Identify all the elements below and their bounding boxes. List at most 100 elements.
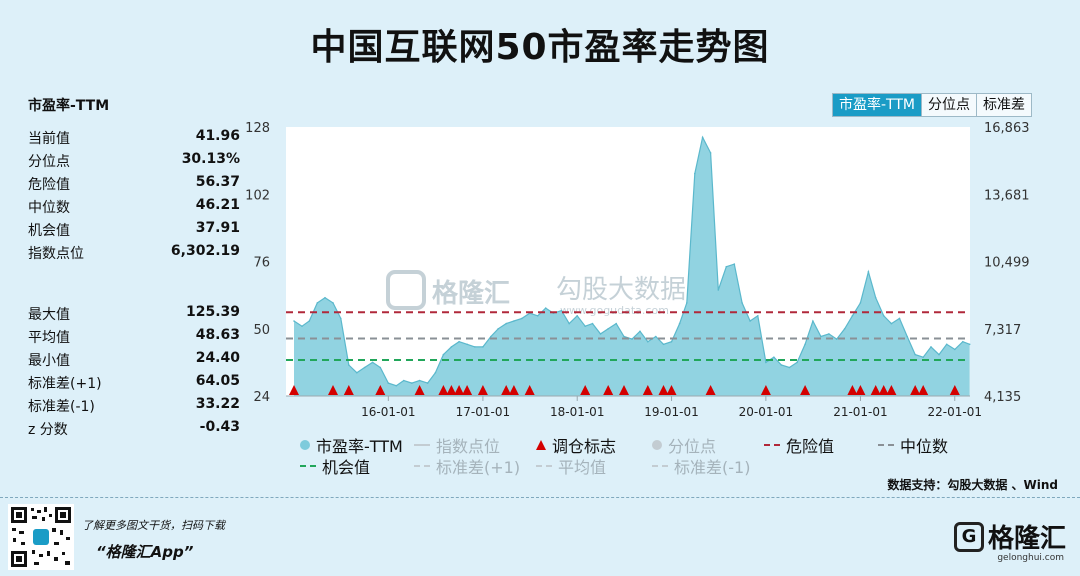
legend-item[interactable]: 调仓标志 [536, 437, 616, 456]
y2-tick-label: 4,135 [984, 390, 1021, 405]
stat-row: 分位点 30.13% [28, 151, 240, 173]
stat-row: 危险值 56.37 [28, 174, 240, 196]
chart-title: 中国互联网50市盈率走势图 [310, 27, 770, 68]
stat-value: 41.96 [195, 128, 240, 144]
legend-item[interactable]: 平均值 [536, 458, 606, 477]
rebalance-marker [878, 385, 889, 395]
legend-item[interactable]: 机会值 [300, 458, 370, 477]
pe-point [576, 315, 578, 317]
pe-point [513, 320, 515, 322]
pe-point [348, 364, 350, 366]
watermark-brand: 格隆汇 [432, 278, 510, 309]
pe-point [536, 315, 539, 317]
stat-row: 当前值 41.96 [28, 128, 240, 150]
stat-value: 37.91 [195, 220, 240, 236]
pe-point [906, 335, 908, 338]
legend-label: 标准差(+1) [436, 458, 521, 477]
pe-point [882, 315, 885, 317]
stat-label: z 分数 [28, 422, 68, 438]
stat-label: 分位点 [28, 154, 70, 170]
pe-point [356, 371, 358, 374]
pe-point [316, 302, 319, 304]
pe-point [749, 320, 751, 322]
rebalance-marker [642, 385, 653, 395]
footer-divider [0, 497, 1080, 498]
legend-item[interactable]: 市盈率-TTM [300, 437, 403, 456]
pe-point [584, 325, 586, 328]
rebalance-marker [870, 385, 881, 395]
stat-label: 最大值 [28, 307, 70, 323]
legend-dash-icon [414, 465, 430, 467]
pe-point [804, 343, 806, 346]
stat-value: 30.13% [181, 151, 240, 167]
x-tick-label: 22-01-01 [928, 405, 982, 419]
legend-label: 中位数 [900, 437, 949, 456]
qr-code[interactable] [8, 504, 74, 570]
pe-point [962, 340, 964, 343]
rebalance-marker [619, 385, 629, 395]
pe-point [867, 271, 870, 273]
pe-point [843, 328, 846, 330]
stat-row: 标准差(-1) 33.22 [28, 396, 240, 418]
pe-point [765, 361, 767, 364]
rebalance-marker [918, 385, 929, 395]
pe-point [371, 361, 374, 364]
legend-item[interactable]: 中位数 [878, 437, 948, 456]
legend-label: 分位点 [668, 437, 717, 456]
pe-point [835, 338, 838, 340]
pe-point [930, 346, 932, 348]
stat-row: 标准差(+1) 64.05 [28, 373, 240, 395]
tab-percentile[interactable]: 分位点 [922, 94, 977, 116]
legend-circle-icon [300, 440, 310, 450]
pe-point [426, 382, 429, 384]
legend-item[interactable]: 危险值 [764, 437, 834, 456]
pe-point [324, 296, 326, 299]
pe-point [568, 322, 570, 325]
legend-item[interactable]: 指数点位 [414, 437, 500, 456]
legend-dash-icon [652, 465, 668, 467]
pe-point [741, 302, 743, 304]
y2-tick-label: 16,863 [984, 121, 1030, 136]
pe-point [647, 340, 649, 343]
legend-item[interactable]: 分位点 [652, 437, 716, 456]
pe-point [631, 338, 633, 340]
pe-point [757, 315, 759, 317]
pe-point [332, 302, 334, 304]
rebalance-marker [666, 385, 677, 395]
metric-tabs: 市盈率-TTM 分位点 标准差 [832, 93, 1032, 117]
watermark-text: 勾股大数据 [556, 275, 686, 305]
pe-point [733, 263, 736, 265]
legend-item[interactable]: 标准差(+1) [414, 458, 520, 477]
brand-logo: G 格隆汇 [953, 518, 1066, 555]
rebalance-marker [800, 385, 811, 395]
stat-row: 最大值 125.39 [28, 304, 240, 326]
pe-point [890, 322, 893, 325]
pe-point [874, 296, 877, 299]
pe-point [544, 307, 547, 309]
pe-point [678, 322, 681, 325]
stat-value: 33.22 [195, 396, 240, 412]
x-tick-label: 19-01-01 [644, 405, 698, 419]
pe-point [490, 335, 492, 338]
pe-point [828, 333, 830, 335]
pe-point [694, 172, 696, 175]
pe-point [497, 328, 500, 330]
rebalance-marker [328, 385, 338, 395]
brand-name: 格隆汇 [987, 524, 1066, 554]
legend-item[interactable]: 标准差(-1) [652, 458, 750, 477]
tab-pe-ttm[interactable]: 市盈率-TTM [833, 94, 922, 116]
rebalance-marker [949, 385, 960, 395]
x-tick-label: 16-01-01 [361, 405, 415, 419]
legend-label: 机会值 [322, 458, 371, 477]
tab-std-dev[interactable]: 标准差 [983, 97, 1025, 113]
y2-tick-label: 7,317 [984, 323, 1021, 338]
pe-point [403, 379, 405, 382]
pe-point [780, 364, 783, 366]
pe-point [387, 382, 390, 384]
legend-label: 调仓标志 [552, 437, 617, 456]
y2-tick-label: 13,681 [984, 188, 1030, 203]
stat-value: 56.37 [195, 174, 240, 190]
pe-point [474, 346, 476, 348]
pe-point [859, 302, 862, 304]
stat-label: 中位数 [28, 200, 70, 216]
